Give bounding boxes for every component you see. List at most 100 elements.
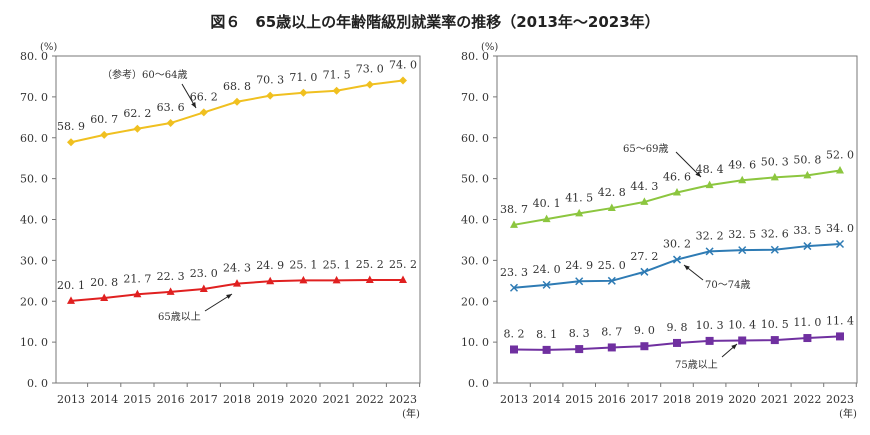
data-label: 20. 8 <box>90 276 118 289</box>
annotation-arrow-head <box>684 265 690 271</box>
data-label: 74. 0 <box>389 59 417 72</box>
data-label: 11. 0 <box>793 316 821 329</box>
x-tick-label: 2023 <box>826 393 854 406</box>
data-label: 24. 0 <box>533 263 561 276</box>
data-label: 50. 3 <box>761 155 789 168</box>
x-tick-label: 2017 <box>630 393 658 406</box>
x-tick-label: 2017 <box>190 393 218 406</box>
data-point <box>510 345 518 354</box>
data-label: 9. 0 <box>634 324 655 337</box>
data-point <box>738 336 747 345</box>
y-tick-label: 60. 0 <box>461 132 489 145</box>
data-label: 41. 5 <box>565 191 593 204</box>
data-point <box>803 242 812 251</box>
data-label: 25. 2 <box>356 258 384 271</box>
y-unit-label: (%) <box>40 42 57 53</box>
data-point <box>770 336 779 345</box>
data-point <box>607 276 616 285</box>
data-label: 32. 6 <box>761 228 789 241</box>
data-point <box>673 338 681 347</box>
data-point <box>365 275 374 283</box>
data-label: 24. 9 <box>256 259 284 272</box>
data-label: 33. 5 <box>793 224 821 237</box>
x-tick-label: 2018 <box>223 393 251 406</box>
y-tick-label: 30. 0 <box>20 254 48 267</box>
y-tick-label: 20. 0 <box>20 295 48 308</box>
data-point <box>233 97 241 106</box>
x-tick-label: 2018 <box>663 393 691 406</box>
data-label: 22. 3 <box>157 270 185 283</box>
data-label: 8. 2 <box>504 327 525 340</box>
data-point <box>575 277 584 286</box>
data-point <box>673 188 681 196</box>
series-line <box>513 243 841 289</box>
y-tick-label: 50. 0 <box>461 173 489 186</box>
data-label: 50. 8 <box>793 153 821 166</box>
data-label: 8. 3 <box>569 327 590 340</box>
data-label: 42. 8 <box>598 186 626 199</box>
data-label: 60. 7 <box>90 113 118 126</box>
data-label: 52. 0 <box>826 148 854 161</box>
data-label: 25. 2 <box>389 258 417 271</box>
series-annotation: 65～69歳 <box>623 143 668 155</box>
data-point <box>542 214 551 223</box>
series-annotation: 75歳以上 <box>675 359 718 371</box>
annotation-arrow-head <box>731 344 737 350</box>
y-unit-label: (%) <box>481 42 498 53</box>
series-annotation: 70～74歳 <box>705 279 750 291</box>
data-label: 8. 7 <box>601 325 622 338</box>
data-label: 68. 8 <box>223 80 251 93</box>
data-label: 70. 3 <box>256 74 284 87</box>
annotation-arrow-head <box>191 102 196 108</box>
data-point <box>770 172 779 181</box>
data-label: 49. 6 <box>728 158 756 171</box>
data-label: 23. 0 <box>190 267 218 280</box>
y-tick-label: 0. 0 <box>27 377 48 390</box>
x-tick-label: 2022 <box>356 393 384 406</box>
data-label: 27. 2 <box>630 250 658 263</box>
y-tick-label: 60. 0 <box>20 132 48 145</box>
data-label: 23. 3 <box>500 266 528 279</box>
data-point <box>672 255 682 264</box>
annotation-arrow-head <box>226 294 232 299</box>
data-point <box>640 267 649 276</box>
data-label: 24. 3 <box>223 262 251 275</box>
x-unit-label: (年) <box>839 407 857 420</box>
y-tick-label: 0. 0 <box>468 377 489 390</box>
annotation-arrow-head <box>695 171 701 177</box>
data-point <box>133 289 142 298</box>
data-point <box>67 138 75 147</box>
data-label: 48. 4 <box>696 163 724 176</box>
y-tick-label: 80. 0 <box>461 50 489 63</box>
data-point <box>299 275 308 284</box>
data-label: 24. 9 <box>565 259 593 272</box>
data-point <box>233 279 241 287</box>
data-label: 11. 4 <box>826 314 854 327</box>
data-label: 10. 3 <box>696 319 724 332</box>
data-point <box>100 293 109 301</box>
data-point <box>100 130 109 139</box>
y-tick-label: 50. 0 <box>20 173 48 186</box>
data-label: 9. 8 <box>667 321 688 334</box>
data-point <box>607 343 616 352</box>
x-tick-label: 2020 <box>728 393 756 406</box>
data-point <box>332 86 341 95</box>
data-point <box>399 76 407 85</box>
data-label: 46. 6 <box>663 171 691 184</box>
data-label: 32. 2 <box>696 229 724 242</box>
data-point <box>836 332 844 341</box>
data-point <box>803 334 812 343</box>
y-tick-label: 10. 0 <box>461 336 489 349</box>
data-label: 32. 5 <box>728 228 756 241</box>
y-tick-label: 80. 0 <box>20 50 48 63</box>
data-label: 25. 1 <box>323 258 351 271</box>
data-point <box>640 197 649 205</box>
data-point <box>166 287 175 295</box>
x-tick-label: 2016 <box>157 393 185 406</box>
data-label: 25. 0 <box>598 259 626 272</box>
data-point <box>67 296 75 304</box>
data-point <box>399 275 407 283</box>
data-label: 44. 3 <box>630 180 658 193</box>
data-label: 40. 1 <box>533 197 561 210</box>
data-point <box>835 239 845 249</box>
